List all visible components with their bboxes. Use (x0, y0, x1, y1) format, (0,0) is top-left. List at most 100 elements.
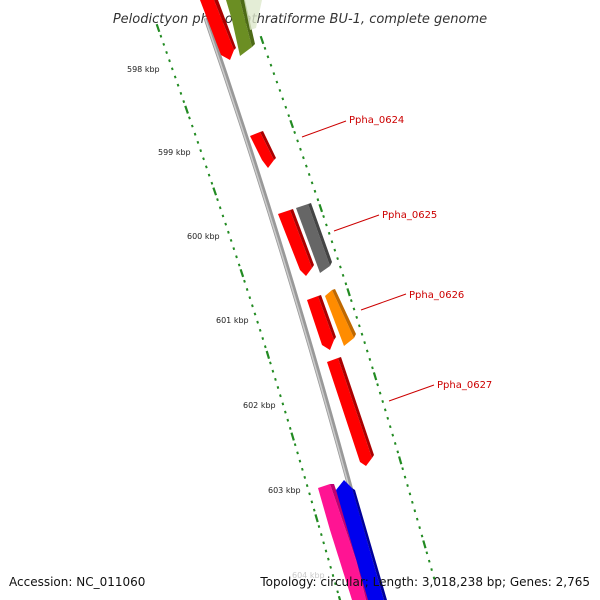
leader-line-ppha-0624 (301, 120, 347, 138)
inner-minor-tick (296, 451, 299, 455)
outer-minor-tick (272, 72, 276, 76)
outer-minor-tick (278, 88, 282, 92)
outer-minor-tick (381, 399, 385, 404)
genome-summary-text: Topology: circular; Length: 3,018,238 bp… (259, 575, 590, 589)
inner-minor-tick (253, 312, 257, 316)
inner-minor-tick (269, 361, 272, 365)
inner-minor-tick (190, 124, 194, 128)
outer-minor-tick (352, 307, 356, 311)
outer-major-tick (398, 456, 403, 465)
outer-minor-tick (266, 55, 270, 59)
outer-minor-tick (427, 559, 431, 563)
outer-tick-track (259, 35, 436, 580)
outer-minor-tick (415, 517, 419, 521)
outer-minor-tick (365, 349, 369, 353)
kbp-label-604: 604 kbp (292, 571, 325, 580)
inner-minor-tick (324, 549, 328, 553)
inner-minor-tick (237, 263, 241, 267)
inner-minor-tick (170, 67, 174, 71)
outer-minor-tick (336, 257, 339, 261)
outer-minor-tick (413, 509, 417, 513)
outer-minor-tick (432, 576, 436, 580)
inner-minor-tick (224, 222, 228, 226)
outer-major-tick (372, 372, 378, 381)
inner-minor-tick (327, 557, 330, 561)
gene-feature-ppha-0627-edge (338, 357, 374, 458)
outer-minor-tick (333, 248, 337, 252)
inner-minor-tick (179, 91, 183, 95)
outer-minor-tick (299, 147, 302, 151)
inner-minor-tick (276, 386, 280, 389)
accession-text: Accession: NC_011060 (9, 575, 145, 589)
outer-minor-tick (388, 425, 392, 429)
inner-minor-tick (284, 410, 287, 414)
inner-minor-tick (173, 75, 177, 79)
inner-minor-tick (258, 328, 262, 332)
kbp-label-602: 602 kbp (243, 401, 276, 410)
genome-title: Pelodictyon phaeoclathratiforme BU-1, co… (113, 12, 487, 27)
outer-minor-tick (363, 341, 366, 345)
inner-minor-tick (204, 165, 208, 169)
outer-minor-tick (269, 63, 273, 67)
inner-minor-tick (334, 582, 337, 586)
inner-minor-tick (301, 467, 304, 471)
outer-minor-tick (339, 265, 342, 269)
outer-major-tick (289, 119, 295, 129)
kbp-label-603: 603 kbp (268, 486, 301, 495)
outer-minor-tick (376, 383, 379, 387)
outer-major-tick (422, 540, 427, 549)
inner-minor-tick (232, 247, 236, 251)
outer-minor-tick (411, 500, 414, 504)
outer-minor-tick (418, 526, 421, 530)
outer-minor-tick (358, 324, 361, 328)
gene-feature-pink-bottom (318, 484, 366, 600)
inner-minor-tick (235, 255, 238, 259)
inner-minor-tick (207, 173, 211, 177)
gene-feature-ppha-0626 (325, 290, 354, 346)
inner-minor-tick (199, 149, 203, 153)
gene-feature-ppha-0627 (327, 358, 372, 466)
kbp-label-600: 600 kbp (187, 232, 220, 241)
inner-minor-tick (329, 565, 332, 569)
inner-minor-tick (317, 525, 321, 528)
inner-minor-tick (251, 304, 254, 308)
inner-major-tick (184, 105, 189, 114)
kbp-label-598: 598 kbp (127, 65, 160, 74)
inner-minor-tick (286, 418, 290, 422)
outer-minor-tick (313, 189, 317, 193)
inner-major-tick (290, 432, 295, 441)
outer-minor-tick (263, 46, 267, 50)
inner-major-tick (155, 23, 161, 33)
inner-minor-tick (293, 443, 297, 447)
outer-minor-tick (293, 130, 297, 134)
outer-minor-tick (408, 492, 412, 496)
gene-features (200, 0, 387, 600)
inner-tick-track (155, 23, 342, 600)
inner-minor-tick (210, 181, 214, 185)
inner-minor-tick (218, 206, 222, 210)
gene-feature-red-top-edge (214, 0, 236, 50)
inner-minor-tick (182, 100, 186, 104)
outer-major-tick (346, 288, 351, 297)
outer-minor-tick (391, 433, 395, 437)
inner-minor-tick (168, 59, 171, 63)
inner-minor-tick (193, 132, 197, 136)
outer-minor-tick (341, 273, 345, 277)
gene-feature-blue-bottom-edge (352, 488, 387, 600)
outer-major-tick (318, 203, 324, 213)
outer-minor-tick (275, 80, 279, 84)
inner-minor-tick (216, 198, 219, 202)
outer-minor-tick (403, 475, 407, 479)
outer-minor-tick (360, 332, 364, 336)
inner-minor-tick (165, 50, 168, 55)
inner-minor-tick (196, 140, 200, 144)
outer-minor-tick (396, 450, 400, 454)
gene-feature-faded-top (244, 0, 262, 30)
gene-feature-ppha-0624-edge (260, 131, 276, 160)
outer-minor-tick (420, 534, 424, 538)
gene-feature-red-0626-edge (318, 295, 336, 340)
outer-minor-tick (386, 416, 390, 420)
outer-minor-tick (325, 223, 328, 227)
inner-minor-tick (312, 508, 316, 512)
